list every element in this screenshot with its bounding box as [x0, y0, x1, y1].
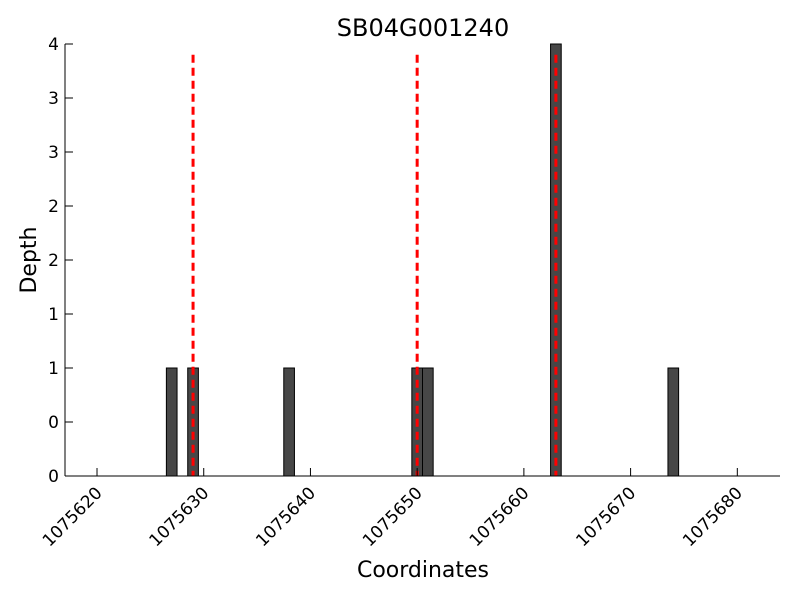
bar-6 [667, 367, 680, 477]
x-tick-label-6: 1075680 [679, 483, 747, 551]
x-tick-label-2: 1075640 [252, 483, 320, 551]
reference-lines-layer [191, 54, 558, 476]
y-tick-label-0: 0 [48, 467, 59, 487]
x-tick-label-0: 1075620 [39, 483, 107, 551]
bar-2 [283, 367, 295, 477]
chart-title: SB04G001240 [337, 14, 509, 42]
x-tick-label-3: 1075650 [359, 483, 427, 551]
bar-4 [422, 367, 434, 477]
y-axis-label: Depth [17, 226, 42, 293]
bar-0 [165, 367, 178, 477]
x-axis-label: Coordinates [357, 558, 489, 583]
y-tick-label-3: 1 [48, 305, 59, 325]
x-tick-label-5: 1075670 [572, 483, 640, 551]
y-tick-label-1: 0 [48, 413, 59, 433]
y-tick-label-4: 2 [48, 251, 59, 271]
y-tick-label-6: 3 [48, 143, 59, 163]
y-tick-label-5: 2 [48, 197, 59, 217]
y-tick-label-8: 4 [48, 35, 59, 55]
x-tick-label-4: 1075660 [466, 483, 534, 551]
y-tick-label-7: 3 [48, 89, 59, 109]
bars-layer [165, 43, 680, 477]
x-tick-label-1: 1075630 [146, 483, 214, 551]
y-tick-label-2: 1 [48, 359, 59, 379]
